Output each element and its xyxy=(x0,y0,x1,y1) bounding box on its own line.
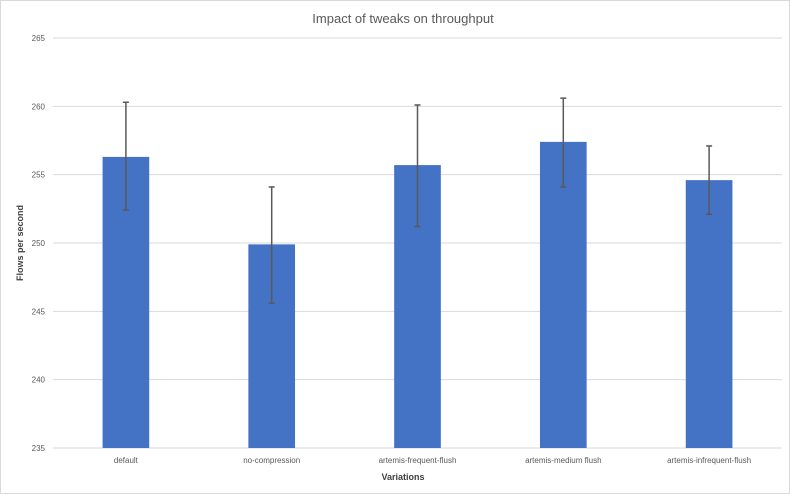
y-tick-label: 250 xyxy=(32,239,46,248)
x-tick-label: no-compression xyxy=(243,456,300,465)
y-tick-label: 255 xyxy=(32,171,46,180)
x-axis-ticks: default no-compression artemis-frequent-fl… xyxy=(114,456,751,465)
x-tick-label: artemis-frequent-flush xyxy=(379,456,457,465)
x-tick-label: artemis-infrequent-flush xyxy=(667,456,751,465)
y-tick-label: 265 xyxy=(32,34,46,43)
bar xyxy=(685,180,733,448)
bar xyxy=(539,141,587,448)
x-tick-label: default xyxy=(114,456,139,465)
y-tick-label: 235 xyxy=(32,444,46,453)
y-axis-ticks: 235 240 245 250 255 260 265 xyxy=(32,34,46,453)
y-tick-label: 245 xyxy=(32,307,46,316)
chart-title: Impact of tweaks on throughput xyxy=(312,11,494,26)
error-bars xyxy=(122,97,713,304)
x-tick-label: artemis-medium flush xyxy=(525,456,601,465)
y-tick-label: 260 xyxy=(32,102,46,111)
x-axis-label: Variations xyxy=(381,472,424,482)
y-axis-label: Flows per second xyxy=(15,205,25,281)
y-tick-label: 240 xyxy=(32,376,46,385)
